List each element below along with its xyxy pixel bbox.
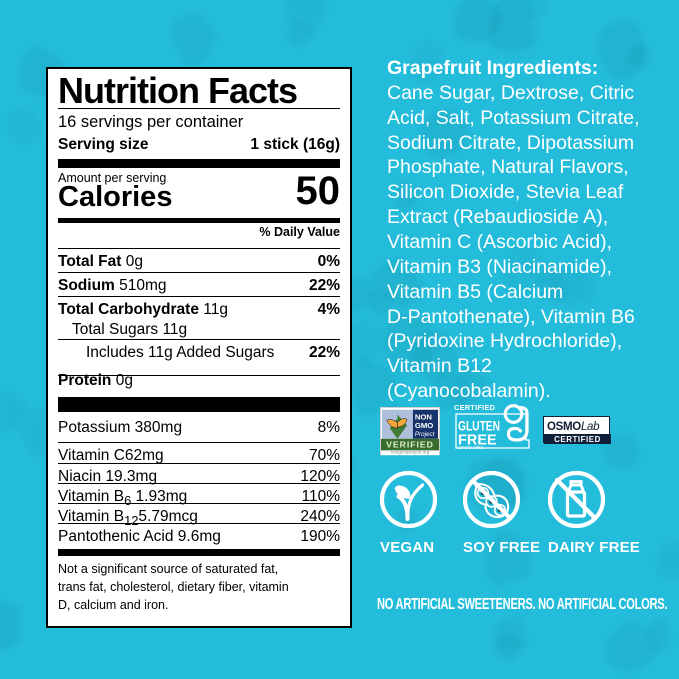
svg-text:CERTIFIED: CERTIFIED <box>454 403 495 412</box>
svg-text:GMO: GMO <box>415 421 433 430</box>
svg-text:VERIFIED: VERIFIED <box>386 439 434 449</box>
svg-text:CERTIFIED: CERTIFIED <box>554 435 601 444</box>
svg-text:Project: Project <box>415 431 435 438</box>
svg-text:NON: NON <box>415 412 433 421</box>
svg-text:GFCO.ORG: GFCO.ORG <box>458 445 484 451</box>
svg-text:OSMOLab: OSMOLab <box>547 421 600 433</box>
svg-text:nongmoproject.org: nongmoproject.org <box>391 450 430 455</box>
svg-text:GLUTEN: GLUTEN <box>458 419 500 434</box>
